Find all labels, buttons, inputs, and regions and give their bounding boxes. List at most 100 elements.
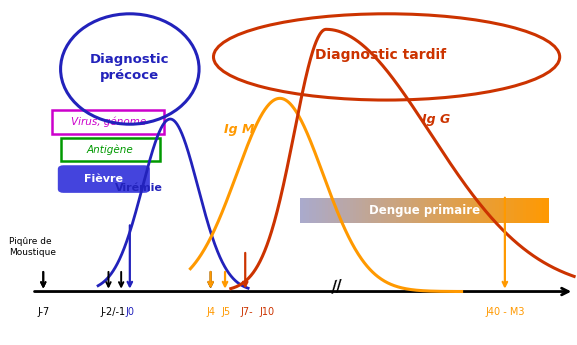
- Bar: [399, 198, 403, 223]
- Bar: [505, 198, 508, 223]
- Bar: [390, 198, 394, 223]
- Text: J5: J5: [221, 307, 230, 317]
- Bar: [427, 198, 431, 223]
- Bar: [545, 198, 549, 223]
- Bar: [464, 198, 468, 223]
- Text: Piqûre de
Moustique: Piqûre de Moustique: [9, 237, 55, 257]
- Bar: [496, 198, 499, 223]
- Bar: [374, 198, 378, 223]
- Bar: [433, 198, 437, 223]
- Bar: [462, 198, 465, 223]
- Bar: [331, 198, 335, 223]
- Text: Virus, génome: Virus, génome: [70, 117, 146, 127]
- Bar: [501, 198, 505, 223]
- Bar: [520, 198, 524, 223]
- Bar: [424, 198, 428, 223]
- Bar: [421, 198, 425, 223]
- Bar: [313, 198, 316, 223]
- Bar: [523, 198, 527, 223]
- Bar: [489, 198, 493, 223]
- Bar: [415, 198, 418, 223]
- Bar: [514, 198, 518, 223]
- Bar: [458, 198, 462, 223]
- Bar: [499, 198, 502, 223]
- Bar: [350, 198, 353, 223]
- Bar: [440, 198, 443, 223]
- Bar: [387, 198, 391, 223]
- Bar: [474, 198, 477, 223]
- Bar: [303, 198, 307, 223]
- Bar: [430, 198, 434, 223]
- Bar: [535, 198, 539, 223]
- Bar: [334, 198, 338, 223]
- Bar: [406, 198, 409, 223]
- Bar: [325, 198, 328, 223]
- Bar: [356, 198, 359, 223]
- Text: J-7: J-7: [37, 307, 50, 317]
- Bar: [396, 198, 400, 223]
- Text: J4: J4: [206, 307, 215, 317]
- Bar: [381, 198, 384, 223]
- Bar: [517, 198, 521, 223]
- Bar: [539, 198, 542, 223]
- Bar: [542, 198, 546, 223]
- Bar: [347, 198, 350, 223]
- Text: Dengue primaire: Dengue primaire: [369, 204, 479, 217]
- Bar: [418, 198, 422, 223]
- Bar: [480, 198, 484, 223]
- Bar: [402, 198, 406, 223]
- Bar: [437, 198, 440, 223]
- Bar: [300, 198, 304, 223]
- Text: Fièvre: Fièvre: [84, 174, 123, 184]
- Bar: [526, 198, 530, 223]
- Bar: [455, 198, 459, 223]
- Bar: [443, 198, 447, 223]
- Bar: [309, 198, 313, 223]
- Bar: [511, 198, 515, 223]
- Bar: [446, 198, 449, 223]
- Text: Diagnostic
précoce: Diagnostic précoce: [90, 53, 170, 82]
- Text: //: //: [331, 279, 344, 296]
- Bar: [483, 198, 486, 223]
- Bar: [533, 198, 536, 223]
- Text: J0: J0: [125, 307, 134, 317]
- Text: J-2/-1: J-2/-1: [100, 307, 126, 317]
- Text: Virémie: Virémie: [115, 183, 162, 193]
- Bar: [306, 198, 310, 223]
- Text: J7-: J7-: [241, 307, 253, 317]
- Bar: [449, 198, 452, 223]
- Bar: [343, 198, 347, 223]
- Bar: [377, 198, 381, 223]
- Bar: [492, 198, 496, 223]
- Bar: [359, 198, 363, 223]
- Bar: [530, 198, 533, 223]
- Bar: [368, 198, 372, 223]
- Bar: [372, 198, 375, 223]
- Bar: [486, 198, 490, 223]
- Bar: [322, 198, 325, 223]
- Bar: [412, 198, 415, 223]
- Bar: [477, 198, 481, 223]
- Text: Antigène: Antigène: [87, 145, 134, 155]
- Bar: [340, 198, 344, 223]
- Bar: [362, 198, 366, 223]
- Bar: [353, 198, 357, 223]
- Bar: [337, 198, 341, 223]
- Bar: [319, 198, 323, 223]
- FancyBboxPatch shape: [59, 166, 149, 192]
- Bar: [384, 198, 387, 223]
- Bar: [328, 198, 332, 223]
- Bar: [393, 198, 397, 223]
- Text: Ig M: Ig M: [224, 123, 254, 136]
- Bar: [365, 198, 369, 223]
- Bar: [508, 198, 512, 223]
- Bar: [452, 198, 456, 223]
- Text: J40 - M3: J40 - M3: [485, 307, 524, 317]
- Bar: [471, 198, 474, 223]
- Text: Diagnostic tardif: Diagnostic tardif: [315, 48, 447, 62]
- Text: J10: J10: [260, 307, 275, 317]
- Text: Ig G: Ig G: [422, 112, 449, 126]
- Bar: [467, 198, 471, 223]
- Bar: [316, 198, 319, 223]
- Bar: [409, 198, 412, 223]
